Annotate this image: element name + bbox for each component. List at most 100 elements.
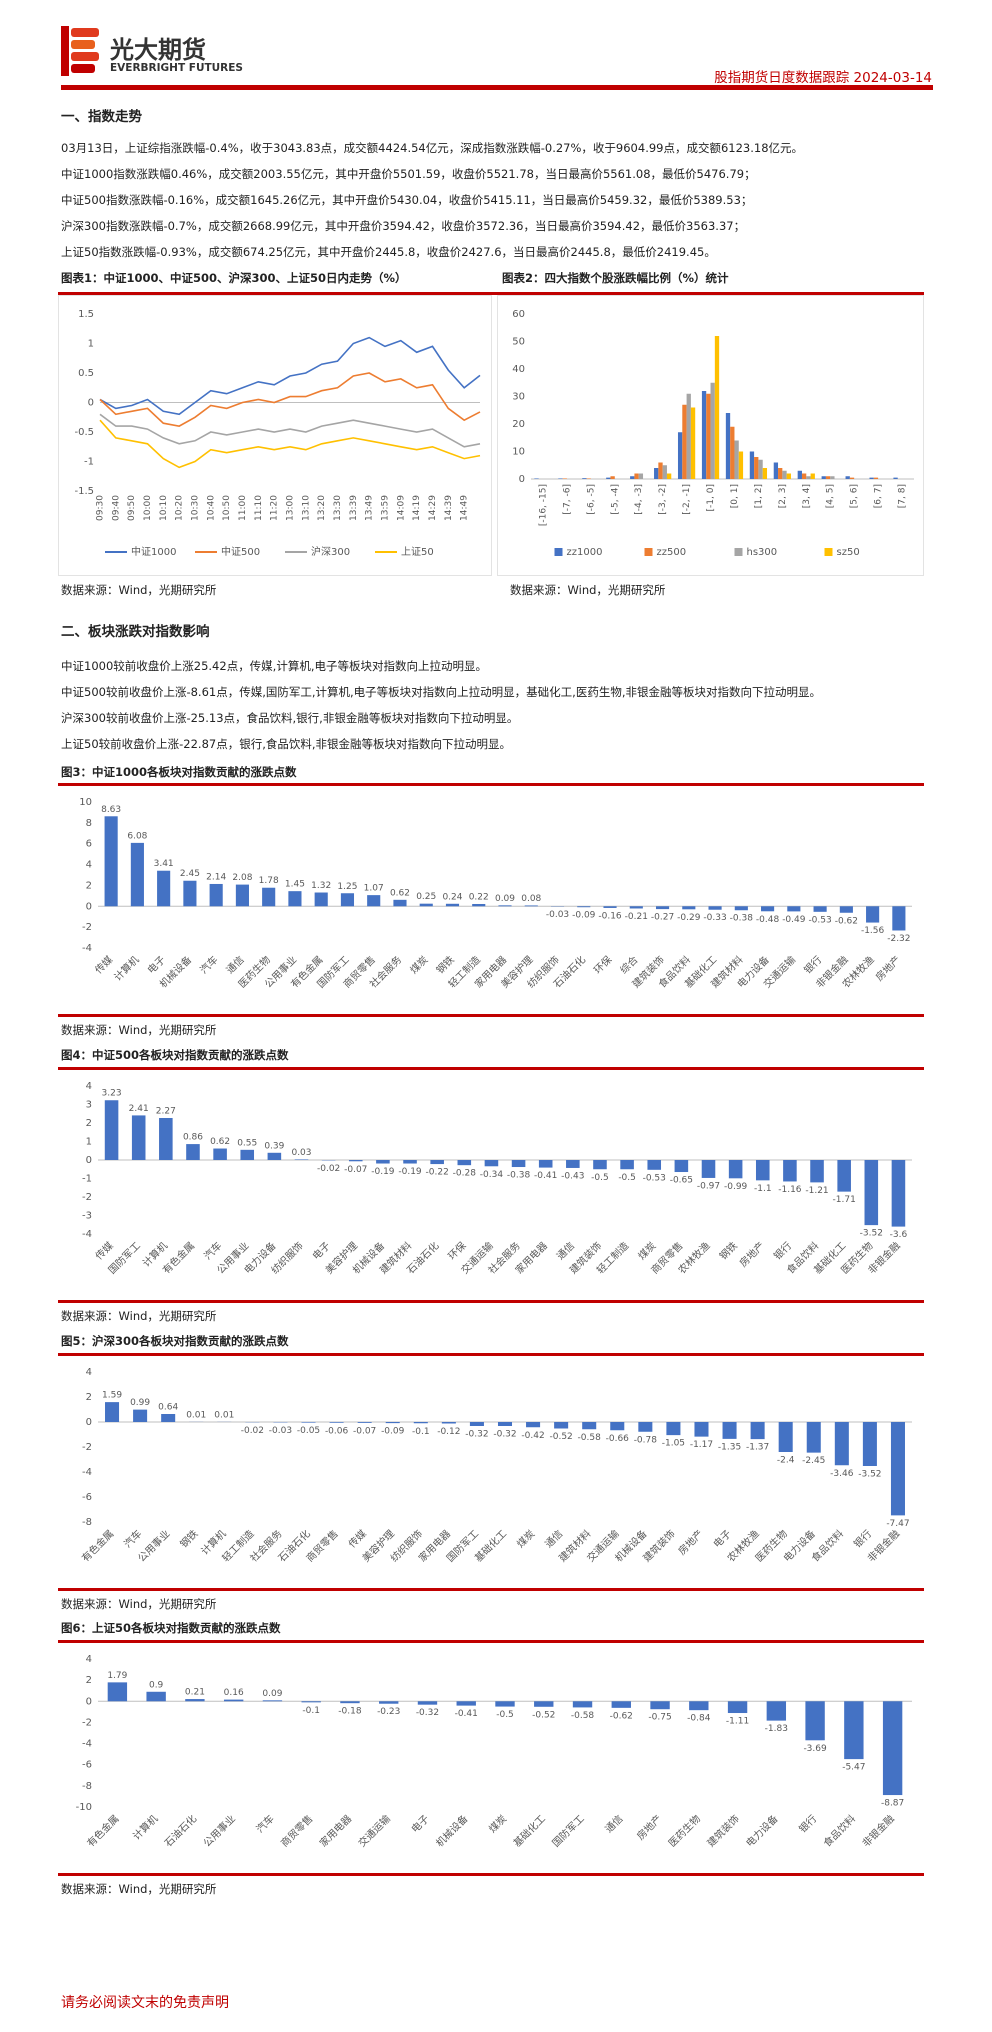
value-label: -1.11 <box>726 1717 749 1727</box>
bar <box>787 906 801 912</box>
bar <box>262 1700 283 1702</box>
bar <box>634 473 639 479</box>
y-tick-label: 0 <box>88 398 94 409</box>
x-tick-label: 09:30 <box>96 495 106 521</box>
y-tick-label: -4 <box>82 1229 92 1240</box>
y-tick-label: 40 <box>512 364 525 375</box>
x-tick-label: 国防军工 <box>549 1812 586 1849</box>
footer: 请务必阅读文末的免责声明 <box>61 1995 229 2011</box>
value-label: -0.66 <box>606 1434 630 1444</box>
value-label: 1.07 <box>364 884 384 894</box>
bar <box>778 1422 793 1452</box>
source: 数据来源：Wind，光期研究所 <box>61 1023 217 1037</box>
bar <box>708 906 722 910</box>
y-tick-label: -10 <box>76 1802 92 1813</box>
value-label: -0.5 <box>496 1710 514 1720</box>
value-label: -1.35 <box>718 1442 741 1452</box>
value-label: -0.33 <box>703 913 726 923</box>
bar <box>706 393 711 479</box>
value-label: -3.69 <box>803 1744 827 1754</box>
chart-title: 图表2：四大指数个股涨跌幅比例（%）统计 <box>502 271 729 285</box>
y-tick-label: 4 <box>86 860 92 871</box>
value-label: 0.01 <box>186 1410 206 1420</box>
x-tick-label: 银行 <box>796 1812 819 1835</box>
chart-rule <box>58 292 924 295</box>
value-label: -0.23 <box>377 1707 400 1717</box>
value-label: -0.32 <box>493 1430 516 1440</box>
value-label: -1.56 <box>861 926 885 936</box>
value-label: -0.05 <box>297 1426 320 1436</box>
x-tick-label: 钢铁 <box>717 1239 740 1262</box>
bar <box>701 1160 716 1178</box>
value-label: -0.27 <box>651 913 674 923</box>
legend-label: zz1000 <box>567 547 603 558</box>
value-label: -8.87 <box>881 1799 904 1809</box>
chart-rule <box>58 1873 924 1876</box>
paragraph: 中证500指数涨跌幅-0.16%，成交额1645.26亿元，其中开盘价5430.… <box>61 193 753 207</box>
bar <box>294 1159 309 1160</box>
x-tick-label: 非银金融 <box>859 1812 896 1849</box>
paragraph: 中证1000较前收盘价上涨25.42点，传媒,计算机,电子等板块对指数向上拉动明… <box>61 659 487 673</box>
x-tick-label: [0, 1] <box>730 484 740 508</box>
bar <box>484 1160 499 1167</box>
logo-en: EVERBRIGHT FUTURES <box>110 62 243 74</box>
bar <box>367 895 381 907</box>
value-label: -1.71 <box>833 1195 856 1205</box>
bar <box>778 468 783 479</box>
bar <box>866 906 880 923</box>
value-label: -0.32 <box>416 1708 439 1718</box>
value-label: -0.07 <box>353 1426 376 1436</box>
bar <box>727 1701 748 1714</box>
y-tick-label: -3 <box>82 1211 92 1222</box>
bar <box>755 1160 770 1181</box>
bar <box>456 1701 476 1706</box>
bar <box>783 1160 797 1182</box>
bar <box>498 905 512 907</box>
bar <box>810 473 815 479</box>
value-label: -0.48 <box>756 915 780 925</box>
chart-rule <box>58 783 924 786</box>
line-series <box>99 336 481 416</box>
x-tick-label: 传媒 <box>346 1528 369 1551</box>
y-tick-label: 20 <box>512 419 525 430</box>
bar <box>869 477 874 479</box>
bar <box>810 1160 824 1183</box>
value-label: -0.1 <box>412 1427 430 1437</box>
bar <box>773 462 779 479</box>
chart-title: 图表1：中证1000、中证500、沪深300、上证50日内走势（%） <box>61 271 407 285</box>
y-tick-label: 1 <box>88 339 94 350</box>
header-title: 股指期货日度数据跟踪 2024-03-14 <box>714 70 932 86</box>
value-label: 1.59 <box>102 1391 122 1401</box>
value-label: -0.19 <box>371 1167 395 1177</box>
source: 数据来源：Wind，光期研究所 <box>61 1597 217 1611</box>
bar <box>213 1148 227 1160</box>
bar <box>267 1152 282 1160</box>
bar <box>610 476 615 479</box>
bar <box>577 906 591 908</box>
bar <box>133 1409 148 1422</box>
chart-title: 图4：中证500各板块对指数贡献的涨跌点数 <box>61 1048 289 1062</box>
bar <box>694 1422 709 1437</box>
legend-label: zz500 <box>657 547 687 558</box>
y-tick-label: 10 <box>79 797 92 808</box>
value-label: -0.78 <box>634 1435 658 1445</box>
bar <box>430 1160 444 1165</box>
x-tick-label: 14:39 <box>444 495 454 521</box>
bar <box>682 404 687 479</box>
section-heading: 二、板块涨跌对指数影响 <box>61 624 210 640</box>
x-tick-label: [-6, -5] <box>586 484 596 515</box>
value-label: -0.84 <box>687 1714 711 1724</box>
x-tick-label: 公用事业 <box>200 1812 237 1849</box>
bar <box>722 1422 737 1439</box>
value-label: -0.75 <box>648 1713 671 1723</box>
value-label: 0.99 <box>130 1398 150 1408</box>
bar <box>582 478 587 479</box>
chart-rule <box>58 1300 924 1303</box>
value-label: -0.62 <box>835 916 858 926</box>
y-tick-label: -4 <box>82 1739 92 1750</box>
value-label: -0.43 <box>561 1171 584 1181</box>
x-tick-label: 14:19 <box>412 495 422 521</box>
bar <box>329 1422 344 1423</box>
y-tick-label: -6 <box>82 1760 92 1771</box>
